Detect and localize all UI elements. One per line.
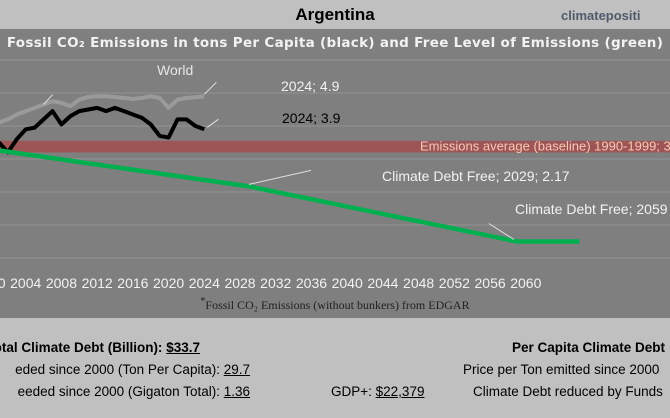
gigaton-value: 1.36 [223,384,250,399]
baseline-label: Emissions average (baseline) 1990-1999; … [420,138,670,153]
price-per-ton-label: Price per Ton emitted since 2000 [463,362,660,377]
x-tick-label: 2024 [189,275,220,291]
annotation-leader [203,81,217,95]
x-tick-label: 2044 [367,275,398,291]
free-level-line [0,148,580,244]
x-tick-label: 2036 [296,275,327,291]
gigaton-label: eeded since 2000 (Gigaton Total): [17,384,220,399]
total-debt-row: Total Climate Debt (Billion): $33.7 [0,340,200,355]
annotation-label: 2024; 4.9 [281,78,340,94]
emissions-chart: Emissions average (baseline) 1990-1999; … [0,59,670,291]
x-tick-label: 2004 [10,275,41,291]
country-title: Argentina [295,5,375,24]
chart-footnote: *Fossil CO₂ Emissions (without bunkers) … [0,296,670,313]
annotation-leader [43,94,53,105]
chart-title: Fossil CO₂ Emissions in tons Per Capita … [6,35,664,51]
x-tick-label: 2040 [332,275,363,291]
site-logo-text: climatepositi [561,8,641,23]
x-tick-label: 2020 [153,275,184,291]
annotation-label: Climate Debt Free; 2029; 2.17 [382,168,570,184]
total-debt-value: $33.7 [166,340,200,355]
funds-label: Climate Debt reduced by Funds [473,384,663,399]
gdp-label: GDP+: [331,384,372,399]
x-tick-label: 2056 [475,275,506,291]
footnote-text: Fossil CO₂ Emissions (without bunkers) f… [205,298,470,312]
ton-per-capita-label: eded since 2000 (Ton Per Capita): [15,362,220,377]
x-tick-label: 2012 [82,275,113,291]
gdp-value: $22,379 [375,384,425,399]
footnote-mark: * [200,296,206,307]
annotation-label: Climate Debt Free; 2059 [515,201,668,217]
summary-panel: Total Climate Debt (Billion): $33.7 eded… [0,318,670,418]
x-tick-label: 2060 [510,275,541,291]
header: Argentina climatepositi [0,0,670,29]
gigaton-row: eeded since 2000 (Gigaton Total): 1.36 [18,384,250,399]
baseline-band [0,140,670,153]
annotation-label: 2024; 3.9 [282,110,341,126]
per-capita-debt-label: Per Capita Climate Debt [512,340,666,355]
x-tick-label: 2052 [439,275,470,291]
ton-per-capita-value: 29.7 [223,362,250,377]
x-tick-label: 2032 [260,275,291,291]
total-debt-label: Total Climate Debt (Billion): [0,340,163,355]
x-tick-label: 2008 [46,275,77,291]
ton-per-capita-row: eded since 2000 (Ton Per Capita): 29.7 [15,362,250,377]
chart-area: Emissions average (baseline) 1990-1999; … [0,29,670,318]
x-tick-label: 2016 [117,275,148,291]
gdp-row: GDP+: $22,379 [331,384,424,399]
annotation-leader [488,223,515,240]
annotation-leader [207,118,219,128]
annotation-label: World [157,62,193,78]
x-tick-label: 2048 [403,275,434,291]
annotation-leader [248,169,312,185]
x-tick-label: 2000 [0,275,6,291]
x-tick-label: 2028 [224,275,255,291]
